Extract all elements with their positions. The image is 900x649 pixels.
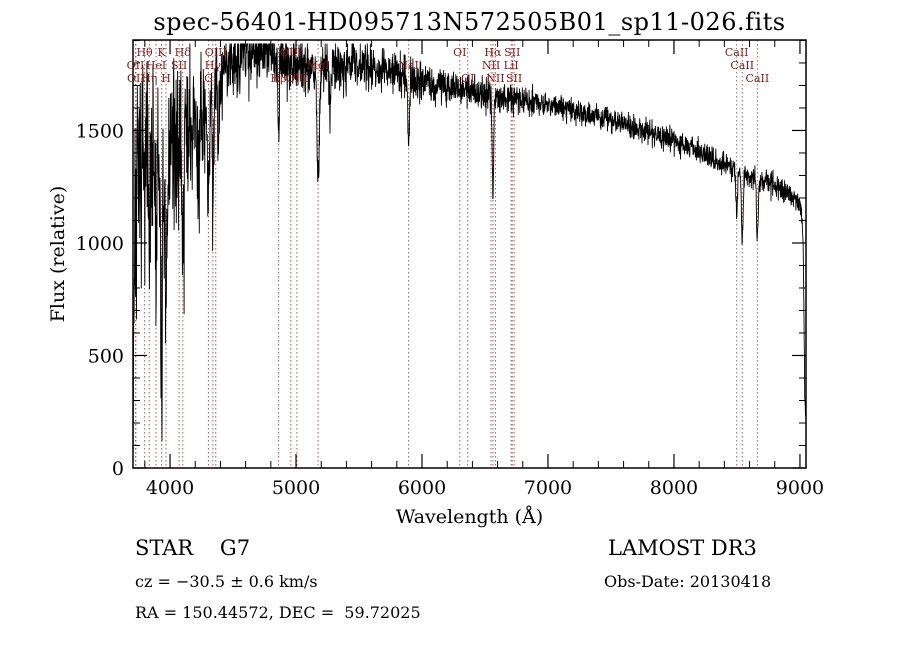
y-tick-label: 1000: [76, 233, 124, 255]
x-tick-label: 7000: [524, 477, 572, 499]
spectral-line-label: SII: [171, 59, 187, 72]
spectral-line-label: MgI: [307, 59, 330, 72]
spectral-line-label: OII: [127, 59, 145, 72]
star-classification: STAR G7: [135, 536, 251, 560]
plot-title: spec-56401-HD095713N572505B01_sp11-026.f…: [153, 8, 786, 36]
obs-date: Obs-Date: 20130418: [604, 572, 772, 591]
radial-velocity: cz = −30.5 ± 0.6 km/s: [135, 572, 318, 591]
spectral-line-label: LiI: [504, 59, 519, 72]
spectral-line-label: OI: [453, 46, 466, 59]
spectral-line-label: Hγ: [205, 59, 222, 72]
y-axis-label: Flux (relative): [47, 185, 69, 323]
spectral-line-label: Hδ: [175, 46, 192, 59]
x-tick-label: 4000: [146, 477, 194, 499]
y-tick-label: 1500: [76, 120, 124, 142]
x-tick-label: 6000: [398, 477, 446, 499]
y-tick-label: 0: [112, 458, 124, 480]
spectral-line-label: OIII: [280, 46, 302, 59]
spectral-line-label: K: [157, 46, 166, 59]
survey-release: LAMOST DR3: [608, 536, 757, 560]
spectral-line-label: OII: [127, 72, 145, 85]
spectral-line-label: Hβ: [271, 72, 287, 85]
x-tick-label: 9000: [776, 477, 824, 499]
spectral-line-label: SII: [504, 46, 520, 59]
x-tick-label: 5000: [272, 477, 320, 499]
spectral-line-label: CaII: [746, 72, 770, 85]
spectral-line-label: SII: [506, 72, 522, 85]
spectral-line-label: Hθ: [136, 46, 153, 59]
x-axis-label: Wavelength (Å): [395, 506, 544, 528]
plot-frame: [132, 39, 807, 469]
x-tick-label: 8000: [650, 477, 698, 499]
spectral-line-label: HeI: [146, 59, 166, 72]
spectral-line-label: H: [161, 72, 171, 85]
spectral-line-label: CaII: [730, 59, 754, 72]
y-tick-label: 500: [88, 345, 124, 367]
spectral-line-label: Hα: [484, 46, 502, 59]
spectral-line-label: NII: [482, 59, 500, 72]
spectral-line-label: Hη: [141, 72, 157, 85]
spectral-line-label: OIII: [286, 72, 308, 85]
spectral-line-label: G: [204, 72, 213, 85]
spectral-line-label: OI: [461, 72, 474, 85]
spectral-line-label: NaI: [398, 59, 419, 72]
spectrum-trace: [132, 43, 807, 467]
coordinates: RA = 150.44572, DEC = 59.72025: [135, 603, 421, 622]
spectral-line-label: OIII: [205, 46, 227, 59]
spectral-line-label: CaII: [725, 46, 749, 59]
spectral-line-label: NII: [486, 72, 504, 85]
